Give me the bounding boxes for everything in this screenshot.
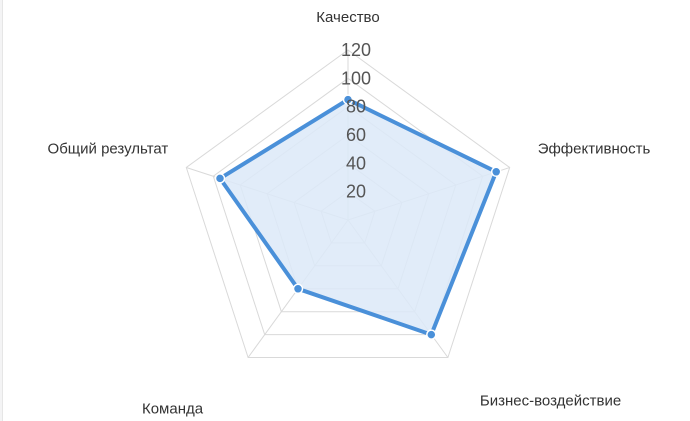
data-point-3[interactable]	[292, 283, 304, 295]
tick-label: 40	[346, 153, 366, 173]
tick-label: 120	[341, 40, 371, 60]
axis-label-layer: Качество Эффективность Бизнес-воздействие К…	[48, 9, 651, 418]
radar-chart: 20 40 60 80 100 120 Качество Эффективность Бизн…	[48, 9, 651, 418]
axis-label-1: Эффективность	[538, 141, 651, 158]
tick-label: 60	[346, 125, 366, 145]
data-point-2[interactable]	[426, 329, 437, 340]
grid-ring-120	[185, 49, 511, 358]
series-area	[218, 97, 499, 337]
data-point-4[interactable]	[214, 173, 226, 184]
tick-label: 100	[341, 68, 371, 88]
tick-label: 20	[346, 182, 366, 202]
axis-label-0: Качество	[316, 9, 379, 26]
axis-label-4: Общий результат	[48, 141, 169, 158]
data-point-0[interactable]	[342, 94, 354, 105]
tick-label: 80	[346, 97, 366, 117]
data-point-1[interactable]	[490, 166, 502, 178]
axis-label-2: Бизнес-воздействие	[480, 393, 621, 410]
tick-label-layer: 20 40 60 80 100 120	[341, 40, 371, 202]
series-layer	[214, 94, 502, 340]
axis-label-3: Команда	[142, 401, 204, 418]
